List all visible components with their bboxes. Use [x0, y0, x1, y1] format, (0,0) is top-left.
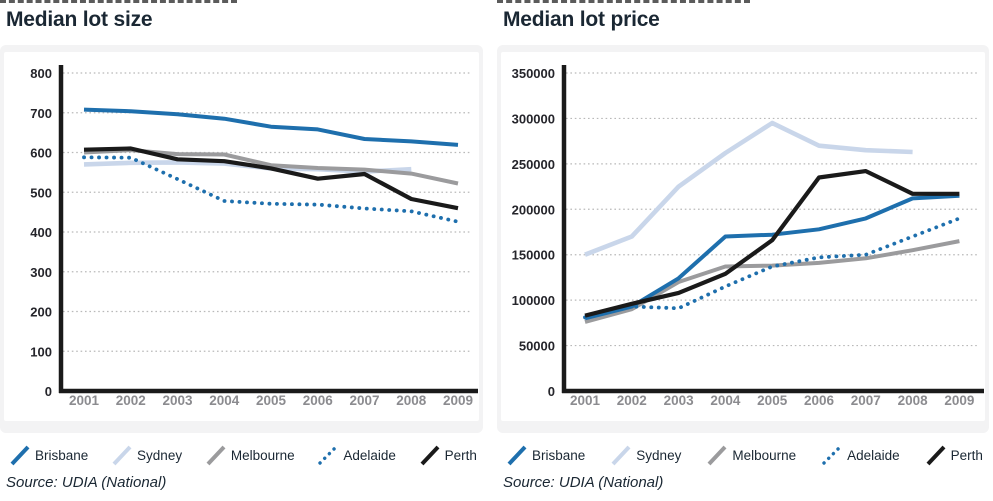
source-note: Source: UDIA (National) — [503, 474, 664, 491]
legend-item-brisbane: Brisbane — [505, 443, 585, 467]
svg-text:200000: 200000 — [512, 202, 555, 217]
svg-text:2003: 2003 — [162, 393, 193, 408]
lot-size-line-chart: 0 100 200 300 400 500 600 700 800 2001 2002 2003 200… — [30, 65, 478, 408]
chart-title: Median lot size — [6, 8, 153, 31]
svg-text:150000: 150000 — [512, 248, 555, 263]
svg-text:300: 300 — [30, 265, 52, 280]
svg-text:0: 0 — [45, 384, 52, 399]
svg-text:200: 200 — [30, 305, 52, 320]
svg-text:350000: 350000 — [512, 66, 555, 81]
svg-text:2006: 2006 — [303, 393, 334, 408]
legend-label: Adelaide — [847, 447, 900, 463]
chart-title: Median lot price — [503, 8, 660, 31]
line-swatch-icon — [611, 445, 631, 466]
svg-text:250000: 250000 — [512, 157, 555, 172]
legend-label: Adelaide — [343, 447, 396, 463]
svg-text:2002: 2002 — [617, 393, 647, 408]
legend-label: Perth — [950, 447, 983, 463]
chart-panel: 0 100 200 300 400 500 600 700 800 2001 2002 2003 200… — [0, 45, 483, 433]
legend-label: Melbourne — [230, 447, 295, 463]
svg-text:2005: 2005 — [757, 393, 788, 408]
svg-text:2007: 2007 — [349, 393, 379, 408]
legend-item-melbourne: Melbourne — [204, 443, 295, 467]
legend-item-brisbane: Brisbane — [8, 443, 88, 467]
legend-label: Brisbane — [35, 447, 89, 463]
svg-text:2004: 2004 — [710, 393, 741, 408]
svg-text:2008: 2008 — [396, 393, 427, 408]
svg-text:2008: 2008 — [898, 393, 929, 408]
lot-size-chart-section: Median lot size 0 100 200 300 400 500 600 700 80… — [0, 0, 487, 501]
svg-text:2003: 2003 — [664, 393, 695, 408]
legend-label: Sydney — [636, 447, 682, 463]
line-swatch-icon — [206, 445, 226, 466]
svg-text:2001: 2001 — [570, 393, 601, 408]
svg-text:2005: 2005 — [256, 393, 287, 408]
svg-text:50000: 50000 — [519, 339, 555, 354]
plot-area: 0 100 200 300 400 500 600 700 800 2001 2002 2003 200… — [4, 52, 479, 421]
svg-text:700: 700 — [30, 106, 52, 121]
legend-label: Sydney — [137, 447, 183, 463]
svg-text:2007: 2007 — [851, 393, 881, 408]
svg-text:100: 100 — [30, 344, 52, 359]
line-swatch-icon — [112, 445, 132, 466]
svg-text:2009: 2009 — [443, 393, 473, 408]
legend-item-sydney: Sydney — [609, 443, 681, 467]
legend-item-perth: Perth — [418, 443, 477, 467]
svg-text:100000: 100000 — [512, 293, 555, 308]
line-swatch-icon — [707, 445, 727, 466]
page-top-divider — [0, 0, 237, 3]
chart-legend: Brisbane Sydney Melbourne Adelaide Perth — [8, 440, 477, 470]
line-swatch-icon — [420, 445, 440, 466]
svg-text:2002: 2002 — [116, 393, 146, 408]
svg-text:800: 800 — [30, 66, 52, 81]
page-top-divider — [497, 0, 750, 3]
dotted-line-swatch-icon — [822, 446, 841, 465]
lot-price-chart-section: Median lot price 0 50000 100000 150000 20000… — [497, 0, 993, 501]
svg-text:2001: 2001 — [69, 393, 100, 408]
svg-text:400: 400 — [30, 225, 52, 240]
svg-text:600: 600 — [30, 146, 52, 161]
svg-text:0: 0 — [548, 384, 555, 399]
plot-area: 0 50000 100000 150000 200000 250000 300000 3500… — [501, 52, 985, 421]
svg-text:2009: 2009 — [944, 393, 974, 408]
legend-label: Perth — [444, 447, 477, 463]
legend-item-adelaide: Adelaide — [820, 443, 900, 467]
legend-item-melbourne: Melbourne — [705, 443, 796, 467]
lot-price-line-chart: 0 50000 100000 150000 200000 250000 300000 3500… — [512, 65, 984, 408]
svg-text:2004: 2004 — [209, 393, 240, 408]
line-swatch-icon — [926, 445, 946, 466]
line-swatch-icon — [10, 445, 30, 466]
legend-item-perth: Perth — [924, 443, 983, 467]
source-note: Source: UDIA (National) — [6, 474, 167, 491]
svg-text:300000: 300000 — [512, 111, 555, 126]
legend-label: Brisbane — [532, 447, 586, 463]
svg-text:2006: 2006 — [804, 393, 835, 408]
line-swatch-icon — [507, 445, 527, 466]
svg-text:500: 500 — [30, 185, 52, 200]
chart-legend: Brisbane Sydney Melbourne Adelaide Perth — [505, 440, 983, 470]
dotted-line-swatch-icon — [318, 446, 338, 465]
legend-label: Melbourne — [732, 447, 797, 463]
chart-panel: 0 50000 100000 150000 200000 250000 300000 3500… — [497, 45, 989, 433]
legend-item-sydney: Sydney — [110, 443, 182, 467]
legend-item-adelaide: Adelaide — [316, 443, 396, 467]
